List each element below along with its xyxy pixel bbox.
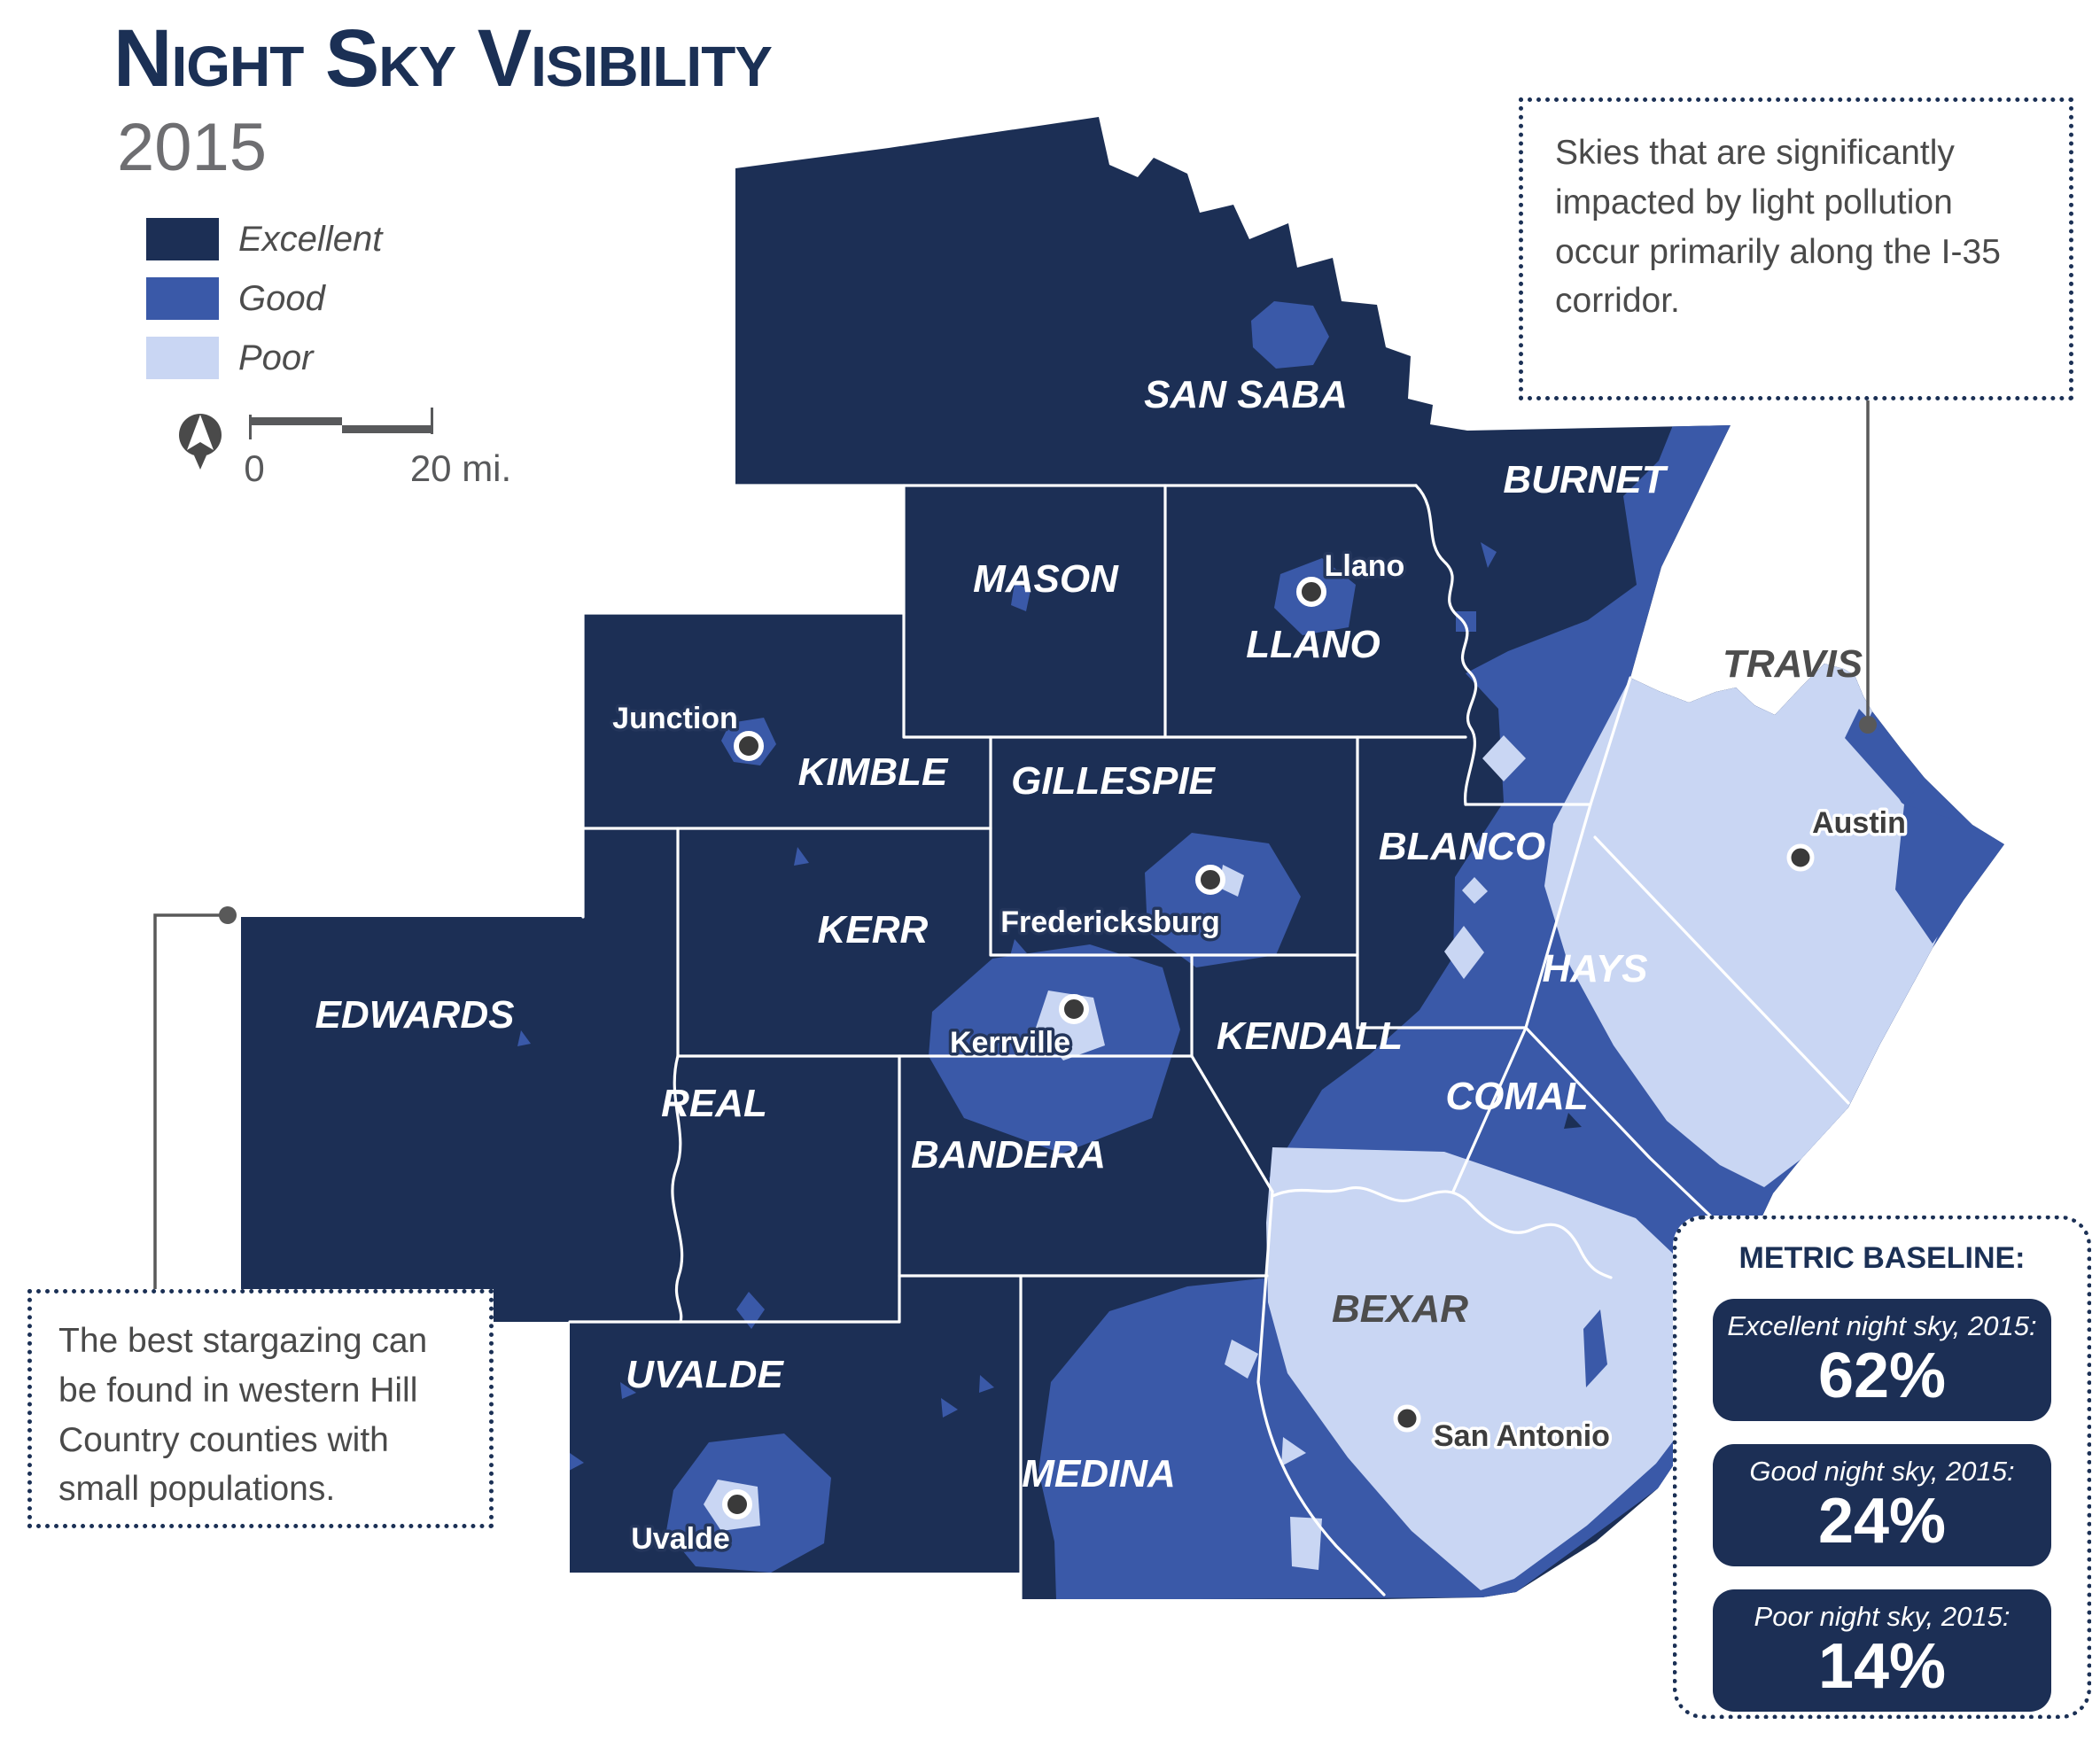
legend-item-excellent: Excellent xyxy=(146,218,382,260)
leader-dot-bottom-left xyxy=(219,906,237,924)
legend-swatch-poor xyxy=(146,337,219,379)
poor-travis-austin xyxy=(1544,664,1976,1187)
city-dot-san-antonio xyxy=(1393,1404,1421,1433)
page-title: Night Sky Visibility xyxy=(113,13,773,104)
legend-label: Poor xyxy=(238,338,314,377)
city-label-junction: Junction xyxy=(612,702,738,735)
city-markers: Llano Junction Fredericksburg Austin Ker… xyxy=(610,547,1909,1559)
city-label-fredericksburg: Fredericksburg xyxy=(1000,905,1220,939)
city-dot-austin xyxy=(1786,843,1815,872)
city-label-austin: Austin xyxy=(1812,806,1906,840)
metric-poor: Poor night sky, 2015: 14% xyxy=(1713,1589,2051,1712)
county-label-bandera: BANDERA xyxy=(911,1133,1106,1177)
legend-label: Good xyxy=(238,278,325,318)
legend-item-poor: Poor xyxy=(146,337,382,379)
metric-label: Excellent night sky, 2015: xyxy=(1727,1310,2037,1341)
city-dot-kerrville xyxy=(1059,994,1089,1024)
metric-panel-title: METRIC BASELINE: xyxy=(1738,1241,2026,1275)
leader-bottom-left xyxy=(153,913,228,1289)
page-subtitle: 2015 xyxy=(117,109,268,185)
metric-label: Poor night sky, 2015: xyxy=(1754,1601,2011,1632)
metric-value: 14% xyxy=(1817,1631,1947,1702)
legend-label: Excellent xyxy=(238,219,383,259)
scale-start-label: 0 xyxy=(244,447,264,489)
county-label-medina: MEDINA xyxy=(1022,1452,1176,1496)
city-dot-junction xyxy=(734,731,764,761)
annotation-text: Skies that are significantly impacted by… xyxy=(1555,134,2001,321)
scale-end-label: 20 mi. xyxy=(410,447,511,489)
visibility-overlays xyxy=(517,301,2004,1599)
scale-bar: 0 20 mi. xyxy=(244,408,511,489)
county-label-gillespie: GILLESPIE xyxy=(1011,759,1216,803)
city-dot-uvalde xyxy=(722,1489,752,1519)
city-label-san-antonio: San Antonio xyxy=(1434,1419,1610,1453)
city-label-kerrville: Kerrville xyxy=(950,1026,1070,1060)
leader-dot-top-right xyxy=(1859,716,1877,734)
county-label-real: REAL xyxy=(661,1082,767,1125)
poor-core-fredericksburg xyxy=(1219,865,1244,897)
metric-value: 24% xyxy=(1817,1486,1947,1557)
good-blob-san-saba-town xyxy=(1251,301,1329,369)
legend-item-good: Good xyxy=(146,277,382,320)
header: Night Sky Visibility 2015 xyxy=(113,13,773,185)
poor-bexar-san-antonio xyxy=(1266,1147,1739,1590)
annotation-i35-corridor: Skies that are significantly impacted by… xyxy=(1519,97,2073,400)
county-label-san-saba: SAN SABA xyxy=(1144,373,1348,416)
county-label-travis: TRAVIS xyxy=(1723,642,1863,686)
county-label-kendall: KENDALL xyxy=(1217,1014,1403,1058)
annotation-stargazing: The best stargazing can be found in west… xyxy=(27,1289,494,1528)
city-dot-llano xyxy=(1296,577,1326,607)
city-label-llano: Llano xyxy=(1325,549,1405,583)
good-blob-fredericksburg xyxy=(1145,833,1301,967)
compass-icon xyxy=(179,414,222,470)
county-labels: SAN SABA BURNET MASON LLANO TRAVIS KIMBL… xyxy=(315,373,1863,1496)
county-label-edwards: EDWARDS xyxy=(315,993,515,1037)
city-dot-fredericksburg xyxy=(1195,865,1225,895)
county-label-kimble: KIMBLE xyxy=(798,750,949,794)
county-label-burnet: BURNET xyxy=(1503,458,1668,501)
city-label-uvalde: Uvalde xyxy=(631,1522,730,1556)
county-label-uvalde: UVALDE xyxy=(626,1353,784,1396)
metric-label: Good night sky, 2015: xyxy=(1749,1456,2015,1487)
county-label-bexar: BEXAR xyxy=(1332,1287,1468,1331)
county-label-hays: HAYS xyxy=(1543,947,1648,991)
metric-baseline-panel: METRIC BASELINE: Excellent night sky, 20… xyxy=(1673,1216,2091,1719)
county-label-blanco: BLANCO xyxy=(1379,825,1545,868)
county-label-mason: MASON xyxy=(973,557,1119,601)
county-borders xyxy=(568,484,1850,1599)
metric-value: 62% xyxy=(1817,1340,1947,1411)
metric-excellent: Excellent night sky, 2015: 62% xyxy=(1713,1299,2051,1421)
county-label-comal: COMAL xyxy=(1445,1075,1588,1118)
county-label-kerr: KERR xyxy=(818,908,929,952)
metric-good: Good night sky, 2015: 24% xyxy=(1713,1444,2051,1566)
legend: Excellent Good Poor xyxy=(146,218,382,396)
legend-swatch-excellent xyxy=(146,218,219,260)
annotation-text: The best stargazing can be found in west… xyxy=(58,1322,428,1509)
legend-swatch-good xyxy=(146,277,219,320)
leader-lines xyxy=(153,400,1877,1289)
county-label-llano: LLANO xyxy=(1246,623,1381,666)
